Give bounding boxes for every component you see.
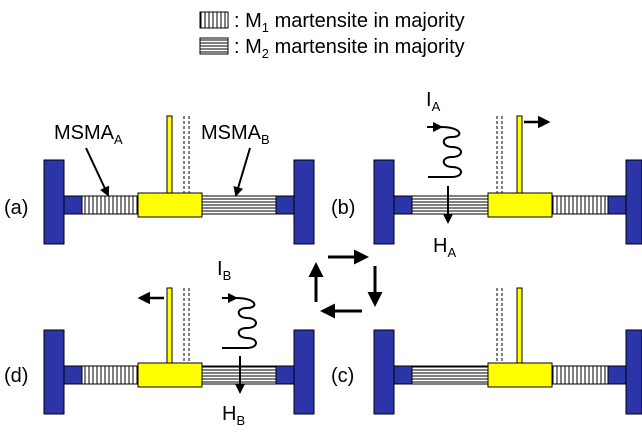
- field-b-label: HB: [222, 403, 245, 428]
- slider-body: [137, 362, 203, 388]
- legend: : M1 martensite in majority : M2 martens…: [199, 10, 465, 61]
- m2-legend-text: : M2 martensite in majority: [234, 36, 465, 61]
- slider-body: [137, 192, 203, 218]
- m2-legend-swatch: [199, 37, 229, 55]
- msma-a-element: [81, 195, 139, 215]
- left-wall: [373, 159, 395, 245]
- left-block: [63, 195, 83, 215]
- panel-a-label: (a): [4, 197, 28, 219]
- left-block: [63, 365, 83, 385]
- right-block: [275, 365, 295, 385]
- left-wall: [43, 159, 65, 245]
- right-wall: [625, 329, 642, 415]
- right-block: [275, 195, 295, 215]
- right-block: [607, 365, 627, 385]
- panel-b-label: (b): [331, 197, 355, 219]
- panel-a: (a) MSMAA MSMAB: [4, 115, 315, 245]
- right-wall: [293, 159, 315, 245]
- msma-a-element: [411, 365, 489, 385]
- slider-body: [487, 362, 553, 388]
- slider-rod: [166, 287, 173, 364]
- slider-rod: [516, 287, 523, 364]
- msma-a-element: [411, 195, 489, 215]
- left-wall: [373, 329, 395, 415]
- current-b-label: IB: [217, 258, 231, 283]
- msma-a-element: [81, 365, 139, 385]
- m1-legend-text: : M1 martensite in majority: [234, 10, 465, 35]
- field-a-label: HA: [433, 235, 456, 260]
- slider-rod: [516, 115, 523, 194]
- msma-b-pointer-arrow: [233, 147, 251, 197]
- right-wall: [293, 329, 315, 415]
- left-block: [393, 365, 413, 385]
- msma-b-element: [201, 195, 277, 215]
- left-wall: [43, 329, 65, 415]
- panel-b: (b) IA HA: [331, 89, 642, 260]
- right-block: [607, 195, 627, 215]
- msma-b-element: [551, 195, 609, 215]
- coil-icon: [222, 297, 257, 349]
- right-wall: [625, 159, 642, 245]
- left-block: [393, 195, 413, 215]
- panel-c-label: (c): [331, 365, 354, 387]
- current-a-label: IA: [426, 89, 441, 114]
- cycle-arrows: [308, 249, 383, 319]
- slider-rod: [166, 115, 173, 194]
- panel-d: (d) IB HB: [4, 258, 315, 428]
- panel-d-label: (d): [4, 365, 28, 387]
- m1-legend-swatch: [199, 11, 229, 29]
- msma-a-label: MSMAA: [54, 122, 123, 147]
- msma-b-label: MSMAB: [201, 122, 270, 147]
- slider-body: [487, 192, 553, 218]
- msma-a-pointer-arrow: [85, 147, 110, 197]
- panel-c: (c): [331, 287, 642, 415]
- coil-icon: [428, 126, 462, 178]
- msma-b-element: [551, 365, 609, 385]
